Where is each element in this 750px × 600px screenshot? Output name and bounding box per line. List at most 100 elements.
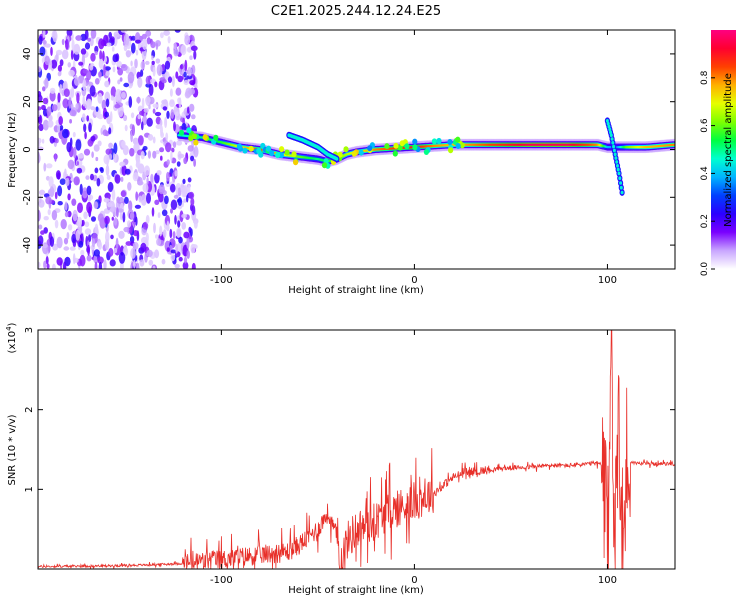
spectrogram-noise-blob (170, 254, 176, 262)
spectrogram-panel: -100 0 100 -40 -20 0 20 40 Height of straight l… (7, 29, 676, 296)
spectrogram-noise-blob (118, 252, 126, 264)
spectrogram-ytick-label: -20 (22, 189, 33, 205)
spectrogram-noise-blob (57, 201, 63, 206)
spectrogram-branch-core (609, 130, 612, 135)
colorbar-ticks: 0.0 0.2 0.4 0.6 0.8 (700, 70, 715, 276)
spectrogram-noise-blob (84, 131, 87, 140)
spectrogram-ridge-blob (202, 134, 208, 141)
spectrogram-noise-blob (155, 42, 159, 50)
spectrogram-noise-blob (91, 238, 96, 248)
spectrogram-noise-blob (158, 192, 164, 203)
spectrogram-noise-blob (38, 110, 41, 118)
spectrogram-noise-blob (145, 83, 152, 88)
spectrogram-noise-blob (123, 33, 130, 46)
spectrogram-branch-core (615, 160, 619, 164)
spectrogram-noise-blob (89, 64, 94, 71)
spectrogram-noise-blob (123, 44, 128, 52)
spectrogram-ridge-blob (412, 138, 418, 145)
spectrogram-noise-blob (88, 234, 92, 243)
spectrogram-noise-blob (188, 191, 195, 199)
spectrogram-noise-blob (135, 216, 138, 226)
spectrogram-noise-blob (155, 234, 159, 239)
spectrogram-noise-blob (117, 105, 124, 117)
spectrogram-noise-blob (177, 220, 181, 228)
spectrogram-noise-blob (183, 79, 189, 86)
spectrogram-noise-blob (167, 36, 171, 44)
spectrogram-noise-blob (40, 230, 45, 235)
spectrogram-branch-core (607, 124, 611, 129)
spectrogram-noise-blob (150, 173, 154, 184)
spectrogram-noise-blob (55, 170, 61, 180)
spectrogram-noise-blob (109, 111, 113, 123)
spectrogram-noise-blob (77, 153, 84, 159)
spectrogram-ridge-blob (448, 147, 454, 154)
spectrogram-branch-core (614, 156, 618, 160)
spectrogram-noise-blob (110, 36, 115, 43)
spectrogram-branch-core (618, 176, 622, 180)
spectrogram-noise-blob (125, 50, 132, 58)
spectrogram-noise-blob (45, 163, 53, 169)
spectrogram-noise-blob (85, 175, 90, 180)
spectrogram-branch-core (606, 121, 610, 126)
snr-xtick-label: 100 (598, 575, 617, 586)
snr-xtick-label: 0 (411, 575, 417, 586)
spectrogram-noise-blob (67, 62, 72, 68)
spectrogram-noise-blob (105, 164, 110, 177)
spectrogram-noise-blob (71, 86, 75, 98)
spectrogram-noise-blob (151, 55, 154, 61)
spectrogram-noise-blob (41, 138, 45, 144)
spectrogram-noise-blob (50, 46, 53, 57)
spectrogram-noise-blob (129, 236, 135, 243)
spectrogram-noise-blob (57, 185, 63, 197)
spectrogram-noise-blob (56, 236, 63, 249)
spectrogram-noise-blob (146, 176, 149, 185)
spectrogram-noise-blob (187, 177, 192, 183)
spectrogram-noise-blob (93, 174, 98, 182)
spectrogram-noise-blob (110, 95, 115, 101)
spectrogram-noise-blob (61, 49, 69, 60)
spectrogram-noise-blob (156, 64, 163, 76)
spectrogram-noise-blob (129, 212, 135, 220)
spectrogram-noise-blob (187, 145, 194, 152)
spectrogram-noise-blob (156, 238, 162, 246)
spectrogram-noise-blob (136, 97, 141, 104)
spectrogram-noise-blob (169, 88, 173, 97)
spectrogram-noise-blob (84, 228, 92, 236)
spectrogram-noise-blob (114, 174, 121, 184)
spectrogram-noise-blob (39, 46, 46, 57)
spectrogram-noise-blob (137, 180, 144, 186)
spectrogram-noise-blob (190, 243, 196, 254)
spectrogram-noise-blob (158, 184, 165, 195)
spectrogram-noise-blob (90, 52, 96, 62)
snr-panel: -100 0 100 1 2 3 Height of straight line (km)… (5, 322, 676, 596)
spectrogram-noise-blob (186, 238, 190, 249)
spectrogram-noise-blob (139, 110, 145, 116)
spectrogram-noise-blob (42, 97, 49, 105)
spectrogram-noise-blob (140, 151, 145, 160)
spectrogram-noise-blob (141, 121, 144, 131)
spectrogram-ytick-label: 0 (22, 146, 33, 152)
spectrogram-noise-blob (137, 114, 141, 120)
snr-frame (37, 329, 676, 570)
spectrogram-ridge-blob (291, 151, 297, 158)
spectrogram-noise-blob (162, 229, 167, 238)
spectrogram-noise-blob (171, 75, 175, 88)
spectrogram-noise-blob (71, 233, 77, 244)
spectrogram-noise-blob (128, 96, 133, 108)
spectrogram-noise-blob (159, 225, 163, 237)
spectrogram-noise-blob (123, 226, 130, 233)
spectrogram-noise-blob (46, 263, 50, 269)
spectrogram-noise-blob (44, 55, 50, 66)
spectrogram-noise-blob (91, 216, 96, 222)
spectrogram-noise-blob (116, 60, 122, 68)
spectrogram-noise-blob (143, 112, 147, 119)
spectrogram-noise-blob (54, 138, 59, 144)
spectrogram-noise-blob (193, 158, 197, 167)
spectrogram-ridge-blob (412, 144, 418, 151)
spectrogram-noise-blob (131, 35, 136, 41)
spectrogram-noise-blob (182, 261, 189, 269)
spectrogram-noise-blob (100, 167, 104, 173)
spectrogram-noise-blob (105, 98, 110, 108)
spectrogram-noise-blob (121, 140, 126, 149)
